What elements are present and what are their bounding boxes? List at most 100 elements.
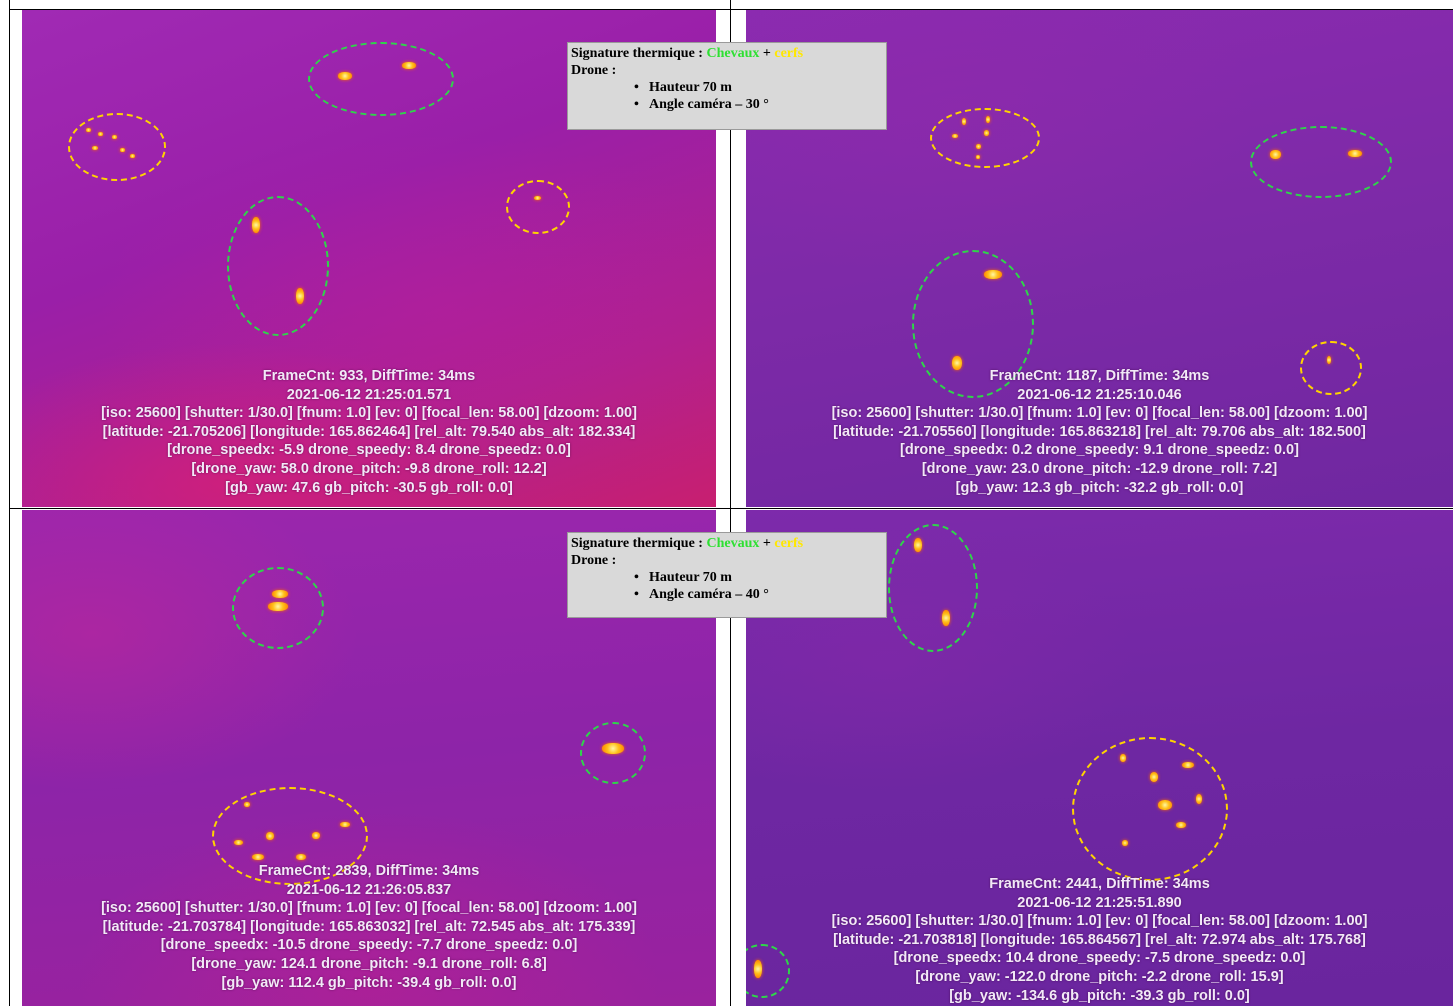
deer-group-marker <box>930 108 1040 168</box>
telemetry-overlay: FrameCnt: 933, DiffTime: 34ms 2021-06-12… <box>22 367 716 497</box>
deer-signature <box>986 116 990 123</box>
horse-group-marker <box>232 567 324 649</box>
drone-speed: [drone_speedx: -10.5 drone_speedy: -7.7 … <box>160 937 578 954</box>
legend-horses-label: Chevaux <box>706 46 760 61</box>
horse-signature <box>602 743 624 754</box>
grid-border-left <box>9 0 10 1006</box>
camera-settings: [iso: 25600] [shutter: 1/30.0] [fnum: 1.… <box>831 405 1368 422</box>
legend-height: Hauteur 70 m <box>634 79 883 96</box>
camera-settings: [iso: 25600] [shutter: 1/30.0] [fnum: 1.… <box>101 900 637 917</box>
deer-group-marker <box>212 787 368 885</box>
horse-group-marker <box>308 42 454 116</box>
grid-divider-vertical <box>730 0 731 1006</box>
horse-group-marker <box>888 524 978 652</box>
gps-position: [latitude: -21.705206] [longitude: 165.8… <box>102 423 636 440</box>
legend-drone-label: Drone : <box>571 553 617 568</box>
frame-counter: FrameCnt: 2441, DiffTime: 34ms <box>989 876 1210 892</box>
horse-signature <box>1348 150 1362 157</box>
deer-signature <box>952 134 958 138</box>
deer-signature <box>1176 822 1186 828</box>
grid-border-top <box>9 9 1453 10</box>
deer-signature <box>1150 772 1158 782</box>
deer-signature <box>1158 800 1172 810</box>
timestamp: 2021-06-12 21:25:10.046 <box>1017 386 1182 403</box>
legend-box: Signature thermique : Chevaux + cerfs Dr… <box>567 532 887 618</box>
deer-signature <box>234 840 243 845</box>
deer-signature <box>340 822 350 827</box>
deer-signature <box>120 148 125 152</box>
camera-settings: [iso: 25600] [shutter: 1/30.0] [fnum: 1.… <box>831 913 1368 930</box>
legend-title: Signature thermique : <box>571 46 703 61</box>
deer-signature <box>86 128 91 132</box>
drone-speed: [drone_speedx: -5.9 drone_speedy: 8.4 dr… <box>167 442 571 459</box>
deer-signature <box>976 144 981 149</box>
horse-signature <box>338 72 352 80</box>
timestamp: 2021-06-12 21:25:51.890 <box>1017 894 1182 911</box>
grid-divider-horizontal <box>9 508 1453 509</box>
horse-group-marker <box>227 196 329 336</box>
legend-title-line: Signature thermique : Chevaux + cerfs <box>571 535 883 552</box>
deer-signature <box>1120 754 1126 762</box>
deer-signature <box>962 118 966 125</box>
deer-signature <box>312 832 320 839</box>
legend-title-line: Signature thermique : Chevaux + cerfs <box>571 45 883 62</box>
horse-signature <box>942 610 950 626</box>
legend-drone-params: Hauteur 70 m Angle caméra – 30 ° <box>571 79 883 113</box>
drone-attitude: [drone_yaw: 23.0 drone_pitch: -12.9 dron… <box>921 460 1278 477</box>
timestamp: 2021-06-12 21:26:05.837 <box>286 881 452 898</box>
deer-signature <box>1196 794 1202 804</box>
deer-signature <box>296 854 306 860</box>
deer-signature <box>1182 762 1194 768</box>
legend-camera-angle: Angle caméra – 30 ° <box>634 96 883 113</box>
legend-horses-label: Chevaux <box>706 536 760 551</box>
legend-height: Hauteur 70 m <box>634 569 883 586</box>
telemetry-overlay: FrameCnt: 2441, DiffTime: 34ms 2021-06-1… <box>746 875 1453 1005</box>
drone-attitude: [drone_yaw: -122.0 drone_pitch: -2.2 dro… <box>915 968 1284 985</box>
deer-signature <box>244 802 250 807</box>
deer-signature <box>976 155 980 159</box>
legend-plus: + <box>762 46 771 61</box>
deer-signature <box>266 832 274 840</box>
horse-signature <box>296 288 304 304</box>
deer-group-marker <box>1300 341 1362 395</box>
frame-counter: FrameCnt: 2839, DiffTime: 34ms <box>258 863 480 879</box>
horse-signature <box>914 538 922 552</box>
horse-signature <box>252 217 260 233</box>
gps-position: [latitude: -21.705560] [longitude: 165.8… <box>833 423 1366 440</box>
gimbal-attitude: [gb_yaw: 47.6 gb_pitch: -30.5 gb_roll: 0… <box>225 479 513 496</box>
drone-attitude: [drone_yaw: 58.0 drone_pitch: -9.8 drone… <box>191 460 547 477</box>
deer-signature <box>984 130 989 136</box>
frame-counter: FrameCnt: 933, DiffTime: 34ms <box>262 368 476 384</box>
legend-box: Signature thermique : Chevaux + cerfs Dr… <box>567 42 887 130</box>
horse-signature <box>984 270 1002 279</box>
deer-signature <box>1327 356 1331 364</box>
gimbal-attitude: [gb_yaw: 112.4 gb_pitch: -39.4 gb_roll: … <box>221 974 517 991</box>
horse-group-marker <box>1250 126 1392 198</box>
camera-settings: [iso: 25600] [shutter: 1/30.0] [fnum: 1.… <box>101 405 637 422</box>
legend-plus: + <box>762 536 771 551</box>
deer-group-marker <box>506 180 570 234</box>
telemetry-overlay: FrameCnt: 1187, DiffTime: 34ms 2021-06-1… <box>746 367 1453 497</box>
deer-signature <box>130 154 135 158</box>
timestamp: 2021-06-12 21:25:01.571 <box>286 386 452 403</box>
horse-signature <box>952 356 962 370</box>
telemetry-overlay: FrameCnt: 2839, DiffTime: 34ms 2021-06-1… <box>22 862 716 992</box>
legend-drone-label: Drone : <box>571 63 617 78</box>
horse-signature <box>754 960 762 978</box>
frame-counter: FrameCnt: 1187, DiffTime: 34ms <box>989 368 1210 384</box>
horse-group-marker <box>580 722 646 784</box>
legend-title: Signature thermique : <box>571 536 703 551</box>
horse-signature <box>1270 150 1281 159</box>
deer-signature <box>1122 840 1128 846</box>
legend-drone-params: Hauteur 70 m Angle caméra – 40 ° <box>571 569 883 603</box>
legend-deer-label: cerfs <box>774 536 804 551</box>
deer-group-marker <box>1072 737 1228 881</box>
legend-deer-label: cerfs <box>774 46 804 61</box>
gimbal-attitude: [gb_yaw: 12.3 gb_pitch: -32.2 gb_roll: 0… <box>955 479 1244 496</box>
deer-signature <box>98 132 103 136</box>
horse-group-marker <box>746 944 790 998</box>
drone-speed: [drone_speedx: 10.4 drone_speedy: -7.5 d… <box>893 950 1306 967</box>
deer-signature <box>252 854 264 860</box>
gps-position: [latitude: -21.703784] [longitude: 165.8… <box>102 918 636 935</box>
